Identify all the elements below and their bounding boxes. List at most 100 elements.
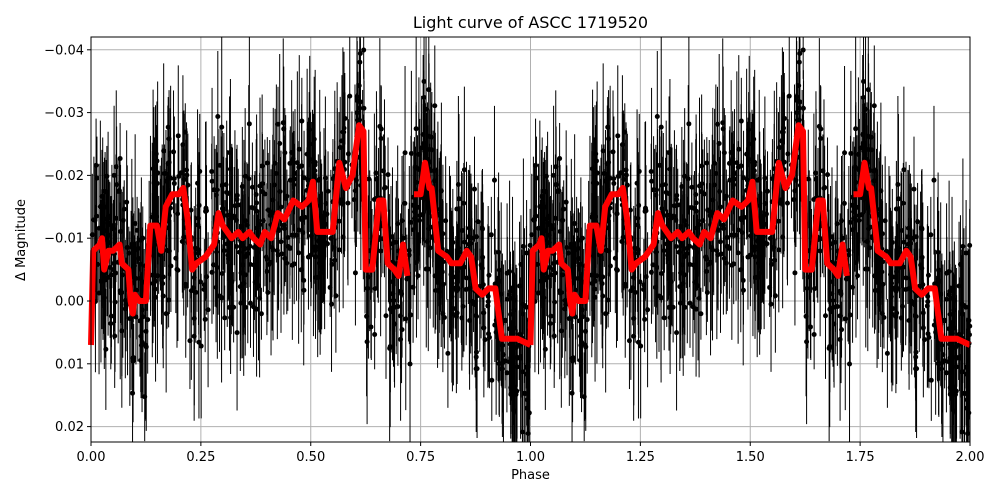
data-point: [563, 199, 569, 205]
data-point: [867, 245, 873, 251]
data-point: [730, 182, 736, 188]
data-point: [963, 304, 969, 310]
data-point: [827, 306, 833, 312]
data-point: [161, 148, 167, 154]
data-point: [949, 389, 955, 395]
data-point: [292, 170, 298, 176]
data-point: [338, 200, 344, 206]
data-point: [939, 342, 945, 348]
data-point: [226, 256, 232, 262]
data-point: [895, 196, 901, 202]
data-point: [893, 206, 899, 212]
data-point: [514, 388, 520, 394]
data-point: [340, 129, 346, 135]
data-point: [415, 273, 421, 279]
data-point: [461, 167, 467, 173]
data-point: [890, 306, 896, 312]
data-point: [730, 156, 736, 162]
data-point: [504, 270, 510, 276]
data-point: [203, 205, 209, 211]
data-point: [746, 141, 752, 147]
data-point: [895, 245, 901, 251]
data-point: [183, 283, 189, 289]
data-point: [731, 170, 737, 176]
x-tick-label: 1.25: [626, 450, 655, 465]
data-point: [868, 134, 874, 140]
data-point: [846, 248, 852, 254]
x-tick-label: 0.75: [406, 450, 435, 465]
data-point: [251, 245, 257, 251]
data-point: [250, 304, 256, 310]
data-point: [202, 316, 208, 322]
data-point: [398, 336, 404, 342]
data-point: [264, 160, 270, 166]
data-point: [957, 354, 963, 360]
data-point: [337, 144, 343, 150]
data-point: [258, 311, 264, 317]
data-point: [800, 47, 806, 53]
x-axis-ticks: 0.00 0.25 0.50 0.75 1.00 1.25 1.50 1.75 2.00: [77, 442, 984, 465]
data-point: [605, 297, 611, 303]
data-point: [103, 346, 109, 352]
data-point: [151, 180, 157, 186]
data-point: [685, 176, 691, 182]
data-point: [959, 301, 965, 307]
data-point: [659, 271, 665, 277]
data-point: [281, 222, 287, 228]
data-point: [511, 384, 517, 390]
data-point: [840, 235, 846, 241]
data-point: [221, 248, 227, 254]
data-point: [420, 131, 426, 137]
data-point: [925, 272, 931, 278]
x-tick-label: 1.00: [516, 450, 545, 465]
data-point: [951, 307, 957, 313]
data-point: [518, 354, 524, 360]
data-point: [421, 95, 427, 101]
data-point: [755, 177, 761, 183]
data-point: [720, 222, 726, 228]
data-point: [823, 313, 829, 319]
data-point: [449, 311, 455, 317]
data-point: [642, 316, 648, 322]
data-point: [754, 274, 760, 280]
data-point: [735, 227, 741, 233]
data-point: [951, 384, 957, 390]
data-point: [903, 287, 909, 293]
data-point: [542, 346, 548, 352]
data-point: [506, 359, 512, 365]
data-point: [168, 263, 174, 269]
data-point: [120, 272, 126, 278]
data-point: [638, 343, 644, 349]
data-point: [300, 230, 306, 236]
data-point: [222, 315, 228, 321]
data-point: [107, 264, 113, 270]
data-point: [704, 160, 710, 166]
data-point: [637, 279, 643, 285]
data-point: [390, 298, 396, 304]
data-point: [965, 430, 971, 436]
data-point: [566, 316, 572, 322]
y-tick-label: 0.01: [55, 357, 84, 372]
data-point: [704, 289, 710, 295]
data-point: [524, 250, 530, 256]
data-point: [606, 136, 612, 142]
data-point: [160, 293, 166, 299]
data-point: [466, 225, 472, 231]
x-tick-label: 0.50: [296, 450, 325, 465]
data-point: [118, 228, 124, 234]
data-point: [966, 332, 972, 338]
data-point: [347, 93, 353, 99]
data-point: [234, 330, 240, 336]
data-point: [502, 317, 508, 323]
data-point: [171, 149, 177, 155]
data-point: [796, 105, 802, 111]
data-point: [932, 281, 938, 287]
data-point: [703, 256, 709, 262]
data-point: [642, 205, 648, 211]
data-point: [603, 311, 609, 317]
y-axis-ticks: −0.04 −0.03 −0.02 −0.01 0.00 0.01 0.02: [44, 43, 91, 435]
data-point: [767, 284, 773, 290]
data-point: [740, 287, 746, 293]
data-point: [310, 160, 316, 166]
data-point: [861, 95, 867, 101]
